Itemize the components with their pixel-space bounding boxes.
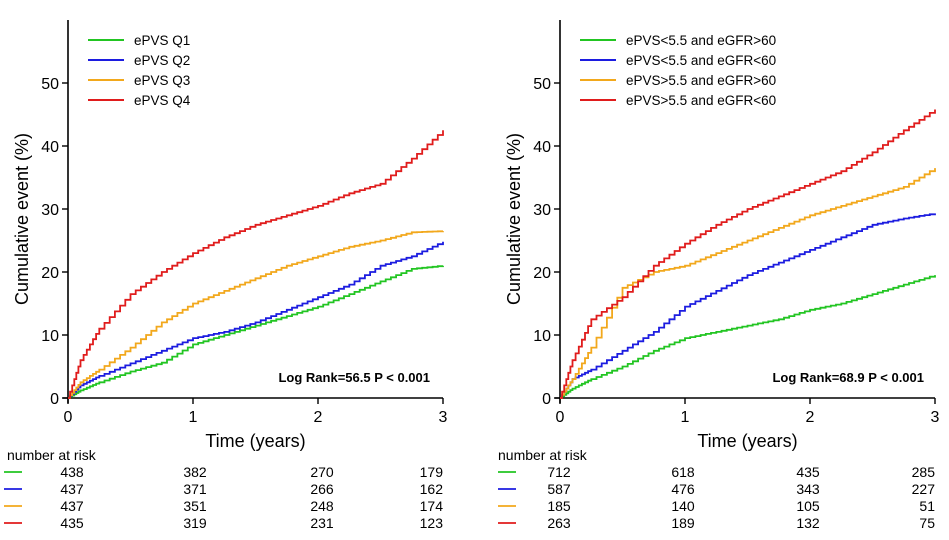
y-tick-label: 0 bbox=[542, 391, 551, 408]
series-line-4 bbox=[68, 130, 444, 399]
series-line-1 bbox=[560, 275, 936, 399]
x-tick-label: 2 bbox=[314, 409, 323, 426]
y-tick-label: 10 bbox=[41, 328, 59, 345]
risk-value: 231 bbox=[310, 515, 334, 531]
y-axis-label: Cumulative event (%) bbox=[504, 133, 524, 305]
risk-value: 162 bbox=[420, 481, 444, 497]
y-tick-label: 10 bbox=[533, 328, 551, 345]
y-tick-label: 20 bbox=[533, 265, 551, 282]
risk-value: 189 bbox=[671, 515, 695, 531]
risk-value: 263 bbox=[547, 515, 571, 531]
x-tick-label: 1 bbox=[681, 409, 690, 426]
risk-value: 270 bbox=[310, 464, 334, 480]
risk-value: 75 bbox=[919, 515, 935, 531]
x-axis-label: Time (years) bbox=[205, 431, 305, 451]
risk-value: 437 bbox=[60, 498, 84, 514]
chart-panel-2: 0 10 20 30 40 50 0 1 2 3 Time (years) Cumulative ev… bbox=[498, 20, 940, 531]
risk-value: 179 bbox=[420, 464, 444, 480]
risk-value: 435 bbox=[796, 464, 820, 480]
risk-value: 123 bbox=[420, 515, 444, 531]
risk-value: 185 bbox=[547, 498, 571, 514]
series-line-3 bbox=[560, 168, 936, 399]
legend-label: ePVS Q1 bbox=[134, 33, 190, 48]
risk-value: 343 bbox=[796, 481, 820, 497]
y-tick-label: 40 bbox=[41, 139, 59, 156]
x-axis-label: Time (years) bbox=[697, 431, 797, 451]
risk-value: 438 bbox=[60, 464, 84, 480]
risk-value: 227 bbox=[912, 481, 936, 497]
y-tick-label: 20 bbox=[41, 265, 59, 282]
y-tick-label: 30 bbox=[533, 202, 551, 219]
risk-value: 51 bbox=[919, 498, 935, 514]
legend-label: ePVS>5.5 and eGFR<60 bbox=[626, 93, 776, 108]
y-tick-label: 50 bbox=[41, 76, 59, 93]
risk-table-label: number at risk bbox=[498, 447, 588, 463]
risk-value: 140 bbox=[671, 498, 695, 514]
y-tick-label: 50 bbox=[533, 76, 551, 93]
x-tick-label: 3 bbox=[931, 409, 940, 426]
legend-label: ePVS Q4 bbox=[134, 93, 191, 108]
risk-value: 371 bbox=[183, 481, 207, 497]
x-tick-label: 2 bbox=[806, 409, 815, 426]
series-line-3 bbox=[68, 230, 444, 399]
risk-value: 618 bbox=[671, 464, 695, 480]
x-tick-label: 1 bbox=[189, 409, 198, 426]
risk-value: 266 bbox=[310, 481, 334, 497]
risk-value: 712 bbox=[547, 464, 571, 480]
series-line-2 bbox=[560, 213, 936, 399]
risk-value: 248 bbox=[310, 498, 334, 514]
series-line-4 bbox=[560, 109, 936, 399]
x-tick-label: 3 bbox=[439, 409, 448, 426]
risk-value: 435 bbox=[60, 515, 84, 531]
risk-value: 319 bbox=[183, 515, 207, 531]
log-rank-annotation: Log Rank=56.5 P < 0.001 bbox=[278, 370, 430, 385]
x-tick-label: 0 bbox=[556, 409, 565, 426]
y-axis-label: Cumulative event (%) bbox=[12, 133, 32, 305]
legend: ePVS<5.5 and eGFR>60 ePVS<5.5 and eGFR<60… bbox=[580, 33, 776, 108]
risk-value: 174 bbox=[420, 498, 444, 514]
series-line-2 bbox=[68, 241, 444, 399]
y-tick-label: 40 bbox=[533, 139, 551, 156]
legend: ePVS Q1 ePVS Q2 ePVS Q3 ePVS Q4 bbox=[88, 33, 191, 108]
y-tick-label: 0 bbox=[50, 391, 59, 408]
risk-value: 476 bbox=[671, 481, 695, 497]
risk-value: 105 bbox=[796, 498, 820, 514]
series-line-1 bbox=[68, 265, 444, 399]
risk-value: 285 bbox=[912, 464, 936, 480]
risk-table-label: number at risk bbox=[7, 447, 97, 463]
log-rank-annotation: Log Rank=68.9 P < 0.001 bbox=[772, 370, 924, 385]
legend-label: ePVS<5.5 and eGFR<60 bbox=[626, 53, 776, 68]
legend-label: ePVS Q2 bbox=[134, 53, 190, 68]
y-tick-label: 30 bbox=[41, 202, 59, 219]
legend-label: ePVS Q3 bbox=[134, 73, 190, 88]
legend-label: ePVS>5.5 and eGFR>60 bbox=[626, 73, 776, 88]
legend-label: ePVS<5.5 and eGFR>60 bbox=[626, 33, 776, 48]
risk-value: 351 bbox=[183, 498, 207, 514]
risk-value: 587 bbox=[547, 481, 571, 497]
risk-value: 437 bbox=[60, 481, 84, 497]
x-tick-label: 0 bbox=[64, 409, 73, 426]
risk-value: 382 bbox=[183, 464, 207, 480]
risk-value: 132 bbox=[796, 515, 820, 531]
